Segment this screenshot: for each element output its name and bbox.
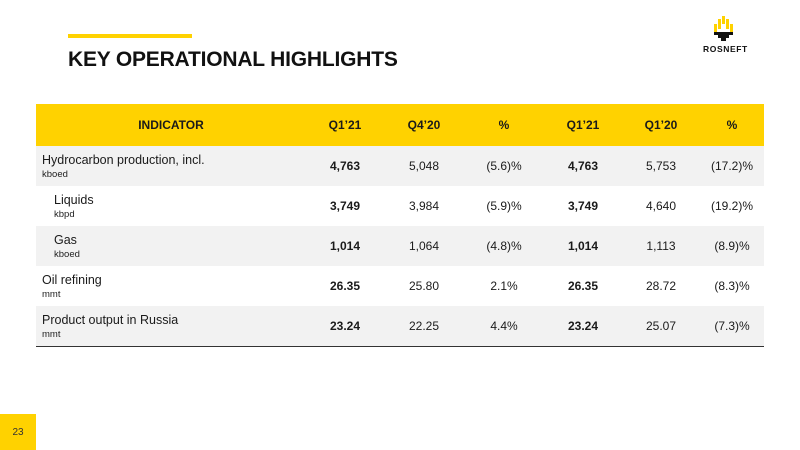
value-cell: 2.1% [490, 279, 518, 293]
indicator-unit: kboed [54, 249, 80, 260]
value-cell: 4,763 [329, 159, 361, 173]
value-cell: (8.9)% [714, 239, 750, 253]
indicator-unit: mmt [42, 289, 61, 300]
value-cell: 4,763 [567, 159, 599, 173]
value-cell: 5,753 [645, 159, 677, 173]
value-cell: 5,048 [408, 159, 440, 173]
value-cell: 1,064 [408, 239, 440, 253]
rosneft-logo: ROSNEFT [703, 16, 767, 54]
page-title: KEY OPERATIONAL HIGHLIGHTS [68, 48, 398, 71]
value-cell: (5.9)% [486, 199, 522, 213]
indicator-label: Liquids [54, 193, 94, 207]
table-row: Hydrocarbon production, incl. kboed 4,76… [36, 146, 764, 186]
value-cell: 26.35 [329, 279, 361, 293]
value-cell: 28.72 [645, 279, 677, 293]
value-cell: (5.6)% [486, 159, 522, 173]
value-cell: (19.2)% [710, 199, 754, 213]
table-row: Gas kboed 1,014 1,064 (4.8)% 1,014 1,113… [36, 226, 764, 266]
value-cell: 22.25 [408, 319, 440, 333]
rosneft-logo-icon [714, 16, 733, 41]
indicator-cell: Liquids kbpd [54, 193, 94, 221]
header-pct-yoy: % [726, 118, 738, 132]
table-row: Product output in Russia mmt 23.24 22.25… [36, 306, 764, 346]
operational-table: INDICATOR Q1’21 Q4’20 % Q1’21 Q1’20 % Hy… [36, 104, 764, 347]
value-cell: 1,014 [567, 239, 599, 253]
header-q1-20: Q1’20 [644, 118, 678, 132]
value-cell: 25.07 [645, 319, 677, 333]
header-q4-20: Q4’20 [407, 118, 441, 132]
indicator-unit: kbpd [54, 209, 75, 220]
value-cell: 25.80 [408, 279, 440, 293]
header-pct-qoq: % [498, 118, 510, 132]
value-cell: 3,984 [408, 199, 440, 213]
value-cell: 23.24 [567, 319, 599, 333]
indicator-cell: Gas kboed [54, 233, 80, 261]
indicator-cell: Hydrocarbon production, incl. kboed [42, 153, 205, 181]
value-cell: 1,014 [329, 239, 361, 253]
header-indicator: INDICATOR [138, 118, 204, 132]
title-accent-bar [68, 34, 192, 38]
value-cell: 26.35 [567, 279, 599, 293]
table-row: Liquids kbpd 3,749 3,984 (5.9)% 3,749 4,… [36, 186, 764, 226]
value-cell: (8.3)% [714, 279, 750, 293]
indicator-label: Product output in Russia [42, 313, 179, 327]
value-cell: (4.8)% [486, 239, 522, 253]
header-q1-21-b: Q1’21 [566, 118, 600, 132]
table-header-row: INDICATOR Q1’21 Q4’20 % Q1’21 Q1’20 % [36, 104, 764, 146]
indicator-unit: mmt [42, 329, 61, 340]
indicator-label: Gas [54, 233, 77, 247]
indicator-unit: kboed [42, 169, 68, 180]
value-cell: 1,113 [646, 239, 676, 253]
header-q1-21: Q1’21 [328, 118, 362, 132]
indicator-cell: Oil refining mmt [42, 273, 102, 301]
indicator-label: Hydrocarbon production, incl. [42, 153, 205, 167]
value-cell: 4,640 [645, 199, 677, 213]
table-row: Oil refining mmt 26.35 25.80 2.1% 26.35 … [36, 266, 764, 306]
indicator-cell: Product output in Russia mmt [42, 313, 178, 341]
value-cell: 3,749 [329, 199, 361, 213]
value-cell: 4.4% [490, 319, 518, 333]
page-number: 23 [0, 414, 36, 450]
value-cell: (17.2)% [710, 159, 754, 173]
value-cell: (7.3)% [714, 319, 750, 333]
indicator-label: Oil refining [42, 273, 102, 287]
logo-text: ROSNEFT [703, 44, 748, 54]
value-cell: 3,749 [567, 199, 599, 213]
value-cell: 23.24 [329, 319, 361, 333]
